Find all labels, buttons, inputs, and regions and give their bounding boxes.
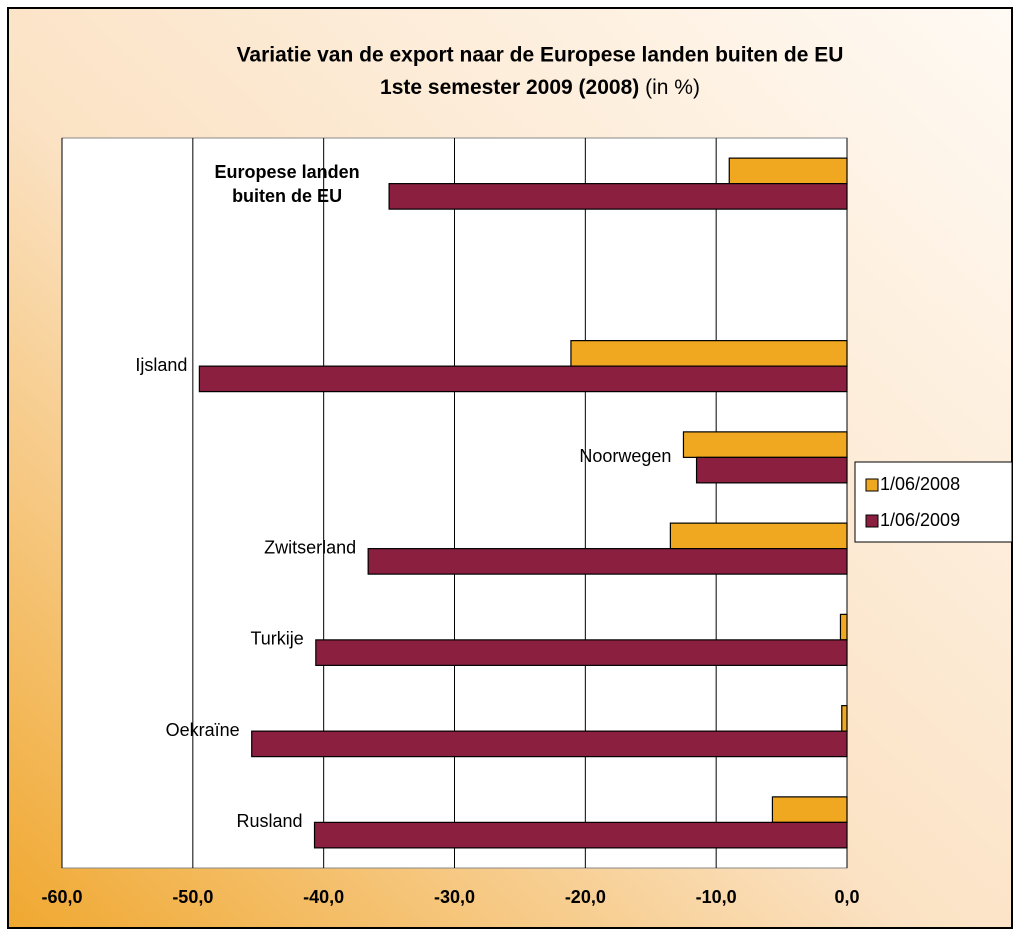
bar bbox=[695, 456, 848, 484]
category-label: Noorwegen bbox=[579, 446, 671, 466]
subtitle-unit: (in %) bbox=[645, 76, 700, 99]
x-tick-label: -60,0 bbox=[41, 887, 82, 907]
chart-title: Variatie van de export naar de Europese … bbox=[237, 44, 844, 67]
category-label: Oekraïne bbox=[166, 720, 240, 740]
bar bbox=[728, 157, 848, 185]
bar bbox=[669, 522, 848, 550]
bar bbox=[570, 340, 848, 367]
x-tick-label: -40,0 bbox=[303, 887, 344, 907]
category-label: Ijsland bbox=[135, 355, 187, 375]
legend-swatch bbox=[865, 478, 879, 492]
bar bbox=[251, 730, 848, 758]
bar bbox=[315, 639, 848, 666]
bar bbox=[198, 365, 848, 393]
subtitle: 1ste semester 2009 (2008) bbox=[380, 76, 639, 99]
x-tick-label: -10,0 bbox=[696, 887, 737, 907]
category-label: Europese landen buiten de EU bbox=[214, 161, 360, 206]
legend bbox=[854, 461, 1013, 543]
bar bbox=[839, 613, 848, 641]
category-label: Turkije bbox=[250, 629, 303, 649]
bar bbox=[682, 431, 848, 458]
legend-swatch bbox=[865, 514, 879, 528]
bar bbox=[771, 796, 848, 823]
bar bbox=[388, 183, 848, 210]
x-tick-label: -20,0 bbox=[565, 887, 606, 907]
x-tick-label: -30,0 bbox=[434, 887, 475, 907]
x-tick-label: 0,0 bbox=[834, 887, 859, 907]
chart-subtitle: 1ste semester 2009 (2008) (in %) bbox=[380, 76, 700, 99]
bar bbox=[367, 548, 848, 575]
legend-label: 1/06/2009 bbox=[880, 510, 960, 530]
bar bbox=[313, 821, 848, 849]
bar bbox=[841, 705, 848, 732]
x-tick-label: -50,0 bbox=[172, 887, 213, 907]
category-label: Rusland bbox=[236, 811, 302, 831]
category-label: Zwitserland bbox=[264, 537, 356, 557]
legend-label: 1/06/2008 bbox=[880, 474, 960, 494]
